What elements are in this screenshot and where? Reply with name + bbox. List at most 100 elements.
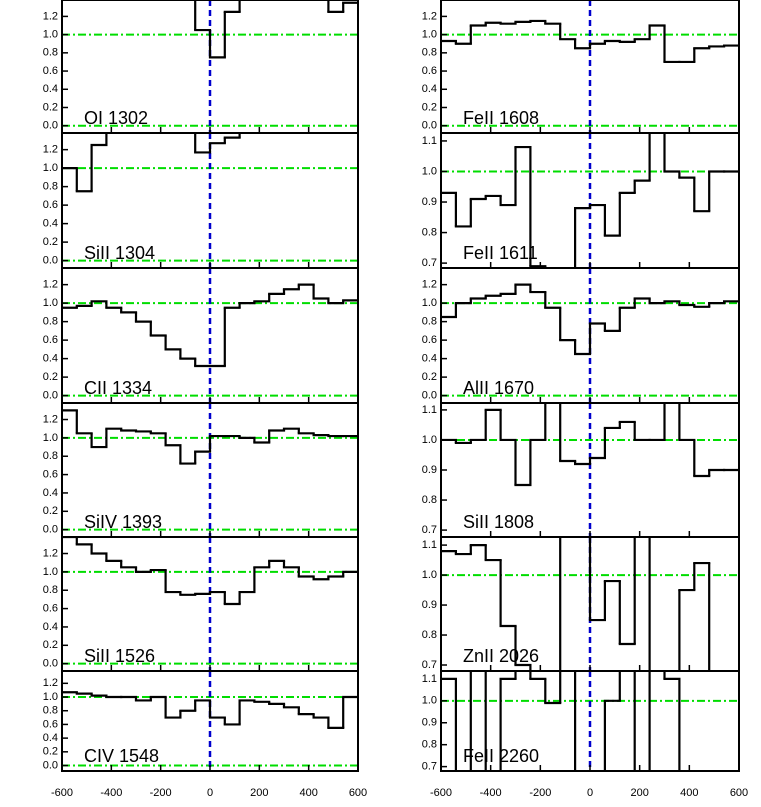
y-tick-label: 0.6 [422,334,437,346]
panel [62,0,358,133]
line-label: ZnII 2026 [463,646,539,666]
step-riser [454,20,726,62]
line-label: SiII 1304 [84,243,155,263]
y-tick-label: 0.8 [422,47,437,59]
y-tick-label: 0.8 [43,181,58,193]
panel [441,133,739,268]
y-tick-label: 0.8 [422,226,437,238]
x-tick-label: 200 [630,787,648,799]
y-tick-label: 0.8 [422,494,437,506]
y-tick-label: 0.8 [422,629,437,641]
y-tick-label: 0.8 [43,705,58,717]
y-tick-label: 0.9 [422,464,437,476]
y-tick-label: 0.6 [43,718,58,730]
y-tick-label: 1.0 [422,434,437,446]
line-label: SiIV 1393 [84,512,162,532]
y-tick-label: 1.1 [422,673,437,685]
y-tick-label: 1.2 [43,547,58,559]
x-tick-label: -600 [430,787,452,799]
y-tick-label: 1.0 [43,691,58,703]
x-tick-label: 400 [299,787,317,799]
y-tick-label: 1.0 [43,566,58,578]
panel [62,268,358,403]
panel [441,537,739,671]
x-tick-label: 400 [680,787,698,799]
y-tick-label: 0.4 [43,621,58,633]
panel [441,671,739,771]
step-riser [454,284,726,354]
y-tick-label: 1.2 [43,677,58,689]
line-label: FeII 1611 [463,243,538,263]
y-tick-label: 0.4 [43,732,58,744]
x-tick-label: 0 [207,787,213,799]
y-tick-label: 0.6 [43,65,58,77]
y-tick-label: 0.2 [43,746,58,758]
line-label: CIV 1548 [84,746,159,766]
y-tick-label: 0.7 [422,761,437,773]
y-tick-label: 0.8 [43,450,58,462]
panel [441,0,739,133]
y-tick-label: 0.4 [43,83,58,95]
y-tick-label: 1.2 [43,144,58,156]
y-tick-label: 0.8 [422,316,437,328]
y-tick-label: 1.0 [422,695,437,707]
line-label: SiII 1526 [84,646,155,666]
y-tick-label: 0.6 [43,199,58,211]
step-riser [75,537,345,604]
panel [441,268,739,403]
x-tick-label: -200 [529,787,551,799]
y-tick-label: 0.7 [422,524,437,536]
y-tick-label: 0.7 [422,659,437,671]
y-tick-label: 1.0 [43,162,58,174]
x-tick-label: -400 [100,787,122,799]
y-tick-label: 0.4 [422,83,437,95]
y-tick-label: 0.4 [43,353,58,365]
step-riser [75,692,345,728]
step-riser [194,0,345,58]
panel [62,133,358,268]
y-tick-label: 1.0 [422,29,437,41]
step-riser [75,133,241,192]
y-tick-label: 0.2 [43,505,58,517]
y-tick-label: 0.9 [422,599,437,611]
line-label: SiII 1808 [463,512,534,532]
y-tick-label: 1.2 [43,413,58,425]
x-tick-label: 600 [349,787,367,799]
y-tick-label: 0.2 [43,639,58,651]
x-tick-label: 0 [587,787,593,799]
x-tick-label: 600 [730,787,748,799]
y-tick-label: 0.0 [43,255,58,267]
x-tick-label: -600 [51,787,73,799]
panel [62,403,358,537]
y-tick-label: 1.0 [43,297,58,309]
y-tick-label: 0.9 [422,196,437,208]
y-tick-label: 0.4 [43,487,58,499]
step-riser [75,284,345,367]
line-label: FeII 2260 [463,746,539,766]
y-tick-label: 0.2 [43,371,58,383]
x-tick-label: 200 [250,787,268,799]
y-tick-label: 1.0 [422,297,437,309]
y-tick-label: 0.6 [43,468,58,480]
step-riser [454,671,681,771]
y-tick-label: 0.8 [43,584,58,596]
y-tick-label: 0.2 [43,101,58,113]
y-tick-label: 0.6 [43,334,58,346]
y-tick-label: 0.2 [422,371,437,383]
y-tick-label: 1.1 [422,135,437,147]
y-tick-label: 1.0 [43,29,58,41]
x-tick-label: -400 [480,787,502,799]
y-tick-label: 1.2 [422,10,437,22]
step-riser [454,403,711,486]
y-tick-label: 0.8 [43,47,58,59]
y-tick-label: 0.0 [43,390,58,402]
panel [441,403,739,537]
y-tick-label: 0.6 [422,65,437,77]
y-tick-label: 0.2 [422,101,437,113]
y-tick-label: 1.2 [422,279,437,291]
y-tick-label: 0.7 [422,257,437,269]
y-tick-label: 1.0 [422,165,437,177]
y-tick-label: 0.4 [422,353,437,365]
